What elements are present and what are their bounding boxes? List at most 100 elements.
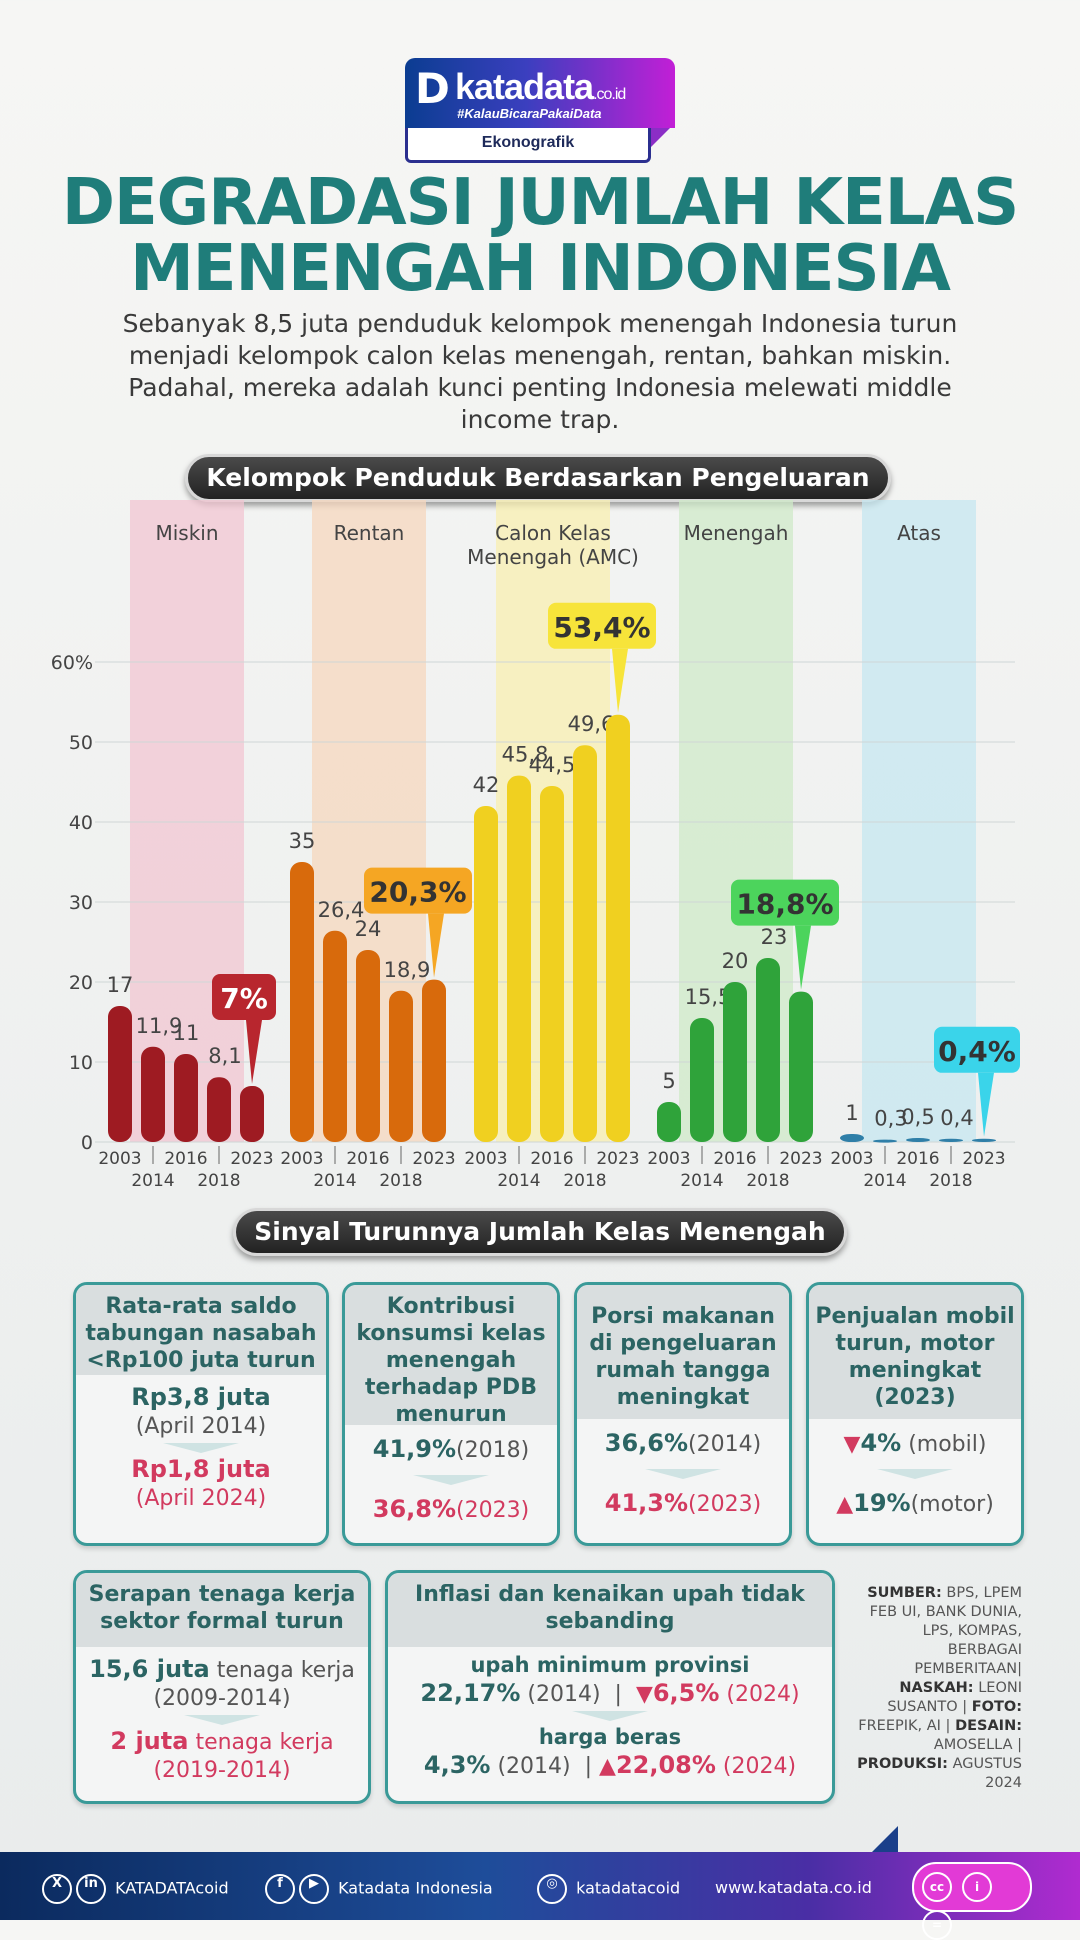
card-sub-before: (April 2014) [135,1414,267,1439]
value-label: 24 [355,917,382,941]
card-value-before: 15,6 juta tenaga kerja (2009-2014) [89,1655,355,1711]
x-tick-label: 2003 [98,1149,141,1169]
card-value-before: 36,6%(2014) [604,1429,762,1457]
x-tick-label: 2018 [379,1171,422,1191]
bar [840,1134,864,1142]
wage-values: 22,17% (2014) | ▼6,5% (2024) [420,1679,800,1707]
callout-pointer [612,648,628,713]
page-subtitle: Sebanyak 8,5 juta penduduk kelompok mene… [122,309,958,434]
callout-label: 0,4% [938,1035,1016,1068]
callout-box [548,602,656,649]
bar [141,1046,165,1142]
callout-pointer [428,913,444,978]
bar [422,979,446,1142]
group-panel [130,500,244,1142]
card-head: Serapan tenaga kerja sektor formal turun [76,1573,368,1647]
value-label: 42 [473,773,500,797]
rice-values: 4,3% (2014) | ▲22,08% (2024) [423,1751,797,1779]
bar [606,714,630,1142]
x-tick-label: 2023 [779,1149,822,1169]
x-icon: X [42,1874,72,1904]
x-tick-label: 2018 [929,1171,972,1191]
chevron-down-icon [184,1715,260,1725]
facebook-icon: f [265,1874,295,1904]
x-tick-label: 2023 [596,1149,639,1169]
linkedin-icon: in [76,1874,106,1904]
bar [972,1138,996,1142]
x-tick-label: 2023 [412,1149,455,1169]
bar [789,991,813,1142]
bar [873,1139,897,1143]
card-head: Penjualan mobil turun, motor meningkat (… [809,1285,1021,1419]
callout-box [364,867,472,914]
card-formal-jobs: Serapan tenaga kerja sektor formal turun… [73,1570,371,1804]
callout-box [934,1026,1020,1073]
card-head: Inflasi dan kenaikan upah tidak sebandin… [388,1573,832,1647]
value-label: 45,8 [502,743,549,767]
rice-label: harga beras [538,1725,682,1749]
bar [108,1006,132,1142]
bar [174,1054,198,1142]
social-facebook-youtube[interactable]: f ▶ Katadata Indonesia [265,1874,493,1904]
source-credits: SUMBER: BPS, LPEM FEB UI, BANK DUNIA, LP… [857,1585,1022,1791]
x-tick-label: 2016 [896,1149,939,1169]
chevron-down-icon [645,1469,721,1479]
card-value-after: ▲19%(motor) [836,1489,994,1517]
expenditure-chart: 0 10 20 30 40 50 60% Miskin 17 2003 11,9 2014 11 2016… [51,500,1020,1191]
card-head: Kontribusi konsumsi kelas menengah terha… [345,1285,557,1427]
y-tick-label: 20 [69,972,93,994]
bar [690,1018,714,1142]
website-link[interactable]: www.katadata.co.id [715,1878,872,1897]
y-tick-label: 10 [69,1052,93,1074]
logo-mark: D [415,64,450,113]
signals-section-heading: Sinyal Turunnya Jumlah Kelas Menengah [233,1208,847,1256]
value-label: 23 [761,925,788,949]
x-tick-label: 2023 [230,1149,273,1169]
bar [573,745,597,1142]
card-value-after: Rp1,8 juta [131,1455,271,1483]
x-tick-label: 2014 [680,1171,723,1191]
callout-pointer [246,1020,262,1084]
arrow-up-icon: ▲ [599,1754,616,1779]
group-title: Calon Kelas Menengah (AMC) [467,521,639,569]
card-food-share: Porsi makanan di pengeluaran rumah tangg… [574,1282,792,1546]
bar [207,1077,231,1142]
y-tick-label: 30 [69,892,93,914]
bar [474,806,498,1142]
x-tick-label: 2018 [197,1171,240,1191]
arrow-down-icon: ▼ [843,1432,861,1457]
logo-hashtag: #KalauBicaraPakaiData [457,106,602,121]
instagram-icon: ◎ [537,1874,567,1904]
card-savings: Rata-rata saldo tabungan nasabah <Rp100 … [73,1282,329,1546]
callout-label: 18,8% [736,888,833,921]
value-label: 0,5 [901,1105,934,1129]
chevron-down-icon [413,1475,489,1485]
card-value-before: Rp3,8 juta [131,1383,271,1411]
arrow-up-icon: ▲ [836,1492,854,1517]
x-tick-label: 2014 [863,1171,906,1191]
group-title: Rentan [334,521,405,545]
x-tick-label: 2014 [131,1171,174,1191]
card-vehicle-sales: Penjualan mobil turun, motor meningkat (… [806,1282,1024,1546]
bar [389,990,413,1142]
value-label: 0,4 [940,1106,973,1130]
value-label: 26,4 [318,898,365,922]
page-title: DEGRADASI JUMLAH KELAS MENENGAH INDONESI… [61,166,1019,306]
y-tick-label: 0 [81,1132,93,1154]
x-tick-label: 2003 [280,1149,323,1169]
value-label: 44,5 [529,753,576,777]
callout-label: 53,4% [553,611,650,644]
y-tick-label: 50 [69,732,93,754]
section-label: Ekonografik [405,128,651,163]
by-icon: i [962,1872,992,1902]
bar [906,1138,930,1142]
chevron-down-icon [163,1443,239,1453]
creative-commons-badge: cc i = [912,1862,1032,1940]
group-title: Menengah [684,521,789,545]
callout-label: 7% [220,982,268,1015]
callout-box [212,974,276,1020]
value-label: 11 [173,1021,200,1045]
social-instagram[interactable]: ◎ katadatacoid [537,1874,680,1904]
